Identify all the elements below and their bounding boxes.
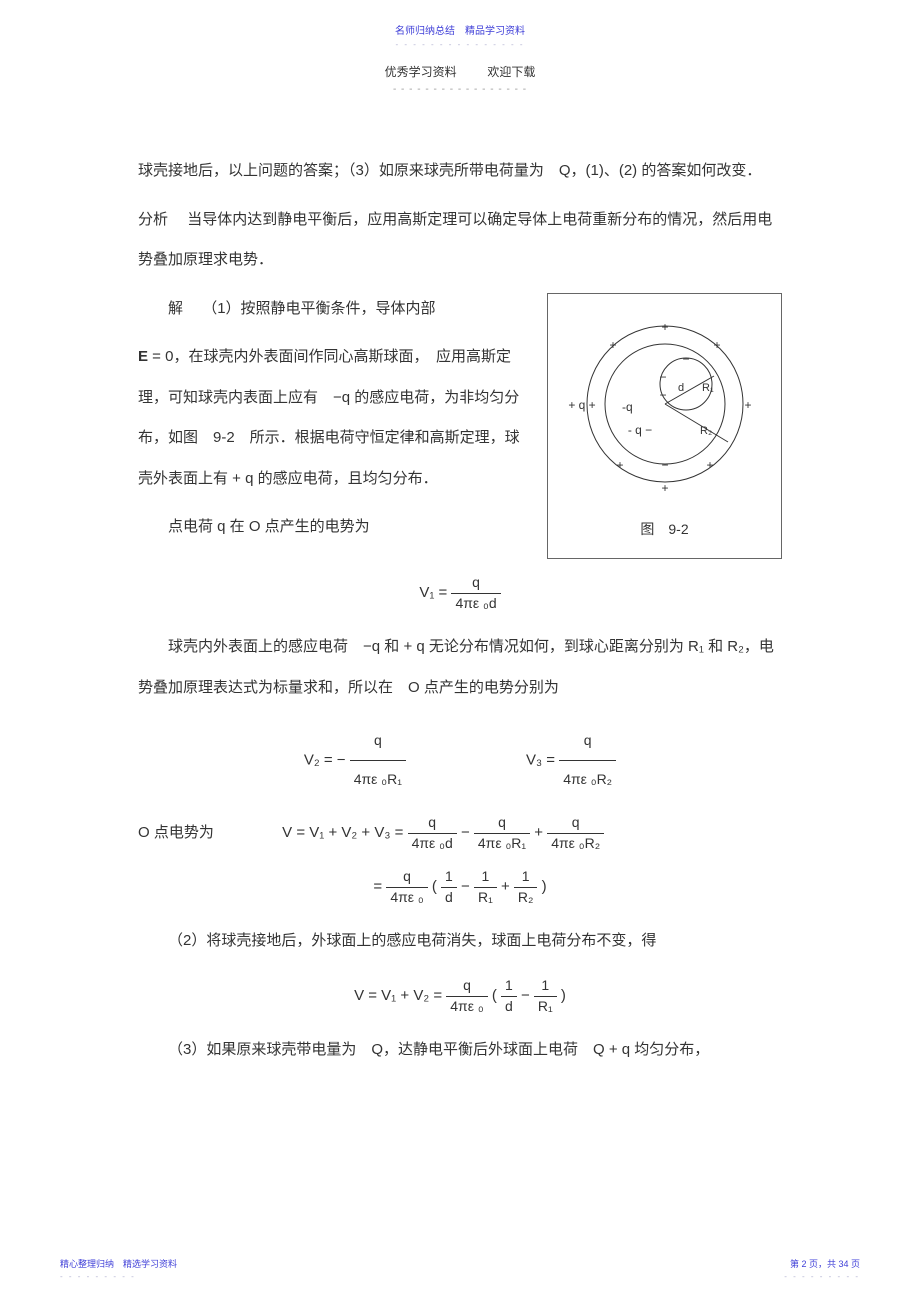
figure-svg: + + + + q + + + + − + − − − d R₁ -q - q … bbox=[560, 309, 770, 499]
para-8: （3）如果原来球壳带电量为 Q，达静电平衡后外球面上电荷 Q + q 均匀分布， bbox=[138, 1030, 782, 1071]
svg-text:+: + bbox=[616, 458, 623, 472]
header-sub: 优秀学习资料 欢迎下载 bbox=[60, 63, 860, 80]
page-footer: 精心整理归纳 精选学习资料 - - - - - - - - - 第 2 页，共 … bbox=[60, 1257, 860, 1281]
figure-caption: 图 9-2 bbox=[558, 511, 771, 549]
p6-label: O 点电势为 bbox=[138, 822, 278, 843]
formula-vsum2: = q4πε ₀ ( 1d − 1R₁ + 1R₂ ) bbox=[138, 867, 782, 907]
para-2-text: 当导体内达到静电平衡后，应用高斯定理可以确定导体上电荷重新分布的情况，然后用电势… bbox=[138, 211, 772, 269]
header-sub-right: 欢迎下载 bbox=[487, 65, 535, 79]
v3-frac: q 4πε ₀R₂ bbox=[559, 722, 616, 799]
svg-text:d: d bbox=[678, 382, 684, 394]
para-7: （2）将球壳接地后，外球面上的感应电荷消失，球面上电荷分布不变，得 bbox=[138, 921, 782, 962]
footer-left: 精心整理归纳 精选学习资料 bbox=[60, 1257, 177, 1270]
figure-9-2: + + + + q + + + + − + − − − d R₁ -q - q … bbox=[547, 293, 782, 560]
svg-text:+: + bbox=[609, 338, 616, 352]
v2-frac: q 4πε ₀R₁ bbox=[350, 722, 406, 799]
formula-vsum: O 点电势为 V = V₁ + V₂ + V₃ = q4πε ₀d − q4πε… bbox=[138, 813, 782, 853]
v2-lhs: V₂ = − bbox=[304, 752, 346, 769]
svg-text:R₂: R₂ bbox=[700, 425, 712, 437]
footer-right: 第 2 页，共 34 页 bbox=[784, 1257, 860, 1270]
vsum-lhs: V = V₁ + V₂ + V₃ = bbox=[282, 824, 403, 841]
header-dots: - - - - - - - - - - - - - - - bbox=[60, 40, 860, 49]
para-3a-text: （1）按照静电平衡条件，导体内部 bbox=[202, 300, 435, 317]
svg-text:−: − bbox=[659, 388, 666, 402]
vg-lhs: V = V₁ + V₂ = bbox=[354, 987, 442, 1004]
para-3b-text: = 0，在球壳内外表面间作同心高斯球面， 应用高斯定理，可知球壳内表面上应有 −… bbox=[138, 348, 520, 487]
v3-lhs: V₃ = bbox=[526, 752, 555, 769]
svg-text:−: − bbox=[661, 458, 668, 472]
document-content: 球壳接地后，以上问题的答案；（3）如原来球壳所带电荷量为 Q，(1)、(2) 的… bbox=[60, 151, 860, 1071]
svg-text:+: + bbox=[706, 458, 713, 472]
svg-text:−: − bbox=[659, 370, 666, 384]
footer-left-dots: - - - - - - - - - bbox=[60, 1272, 177, 1281]
svg-text:+: + bbox=[661, 481, 668, 495]
e-bold: E bbox=[138, 348, 148, 365]
formula-v2-v3: V₂ = − q 4πε ₀R₁ V₃ = q 4πε ₀R₂ bbox=[138, 722, 782, 799]
svg-text:−: − bbox=[682, 352, 689, 366]
para-2-label: 分析 bbox=[138, 211, 168, 228]
svg-text:+: + bbox=[661, 320, 668, 334]
svg-text:+: + bbox=[744, 398, 751, 412]
header-dashes: - - - - - - - - - - - - - - - - - bbox=[60, 84, 860, 95]
formula-vg: V = V₁ + V₂ = q4πε ₀ ( 1d − 1R₁ ) bbox=[138, 976, 782, 1016]
formula-v1: V₁ = q 4πε ₀d bbox=[138, 573, 782, 613]
footer-right-dots: - - - - - - - - - bbox=[784, 1272, 860, 1281]
v1-lhs: V₁ = bbox=[419, 584, 447, 601]
para-1: 球壳接地后，以上问题的答案；（3）如原来球壳所带电荷量为 Q，(1)、(2) 的… bbox=[138, 151, 782, 192]
svg-text:-q: -q bbox=[622, 400, 633, 414]
para-5: 球壳内外表面上的感应电荷 −q 和 + q 无论分布情况如何，到球心距离分别为 … bbox=[138, 627, 782, 708]
svg-text:+ q +: + q + bbox=[568, 398, 595, 412]
header-top: 名师归纳总结 精品学习资料 bbox=[60, 22, 860, 37]
para-2: 分析 当导体内达到静电平衡后，应用高斯定理可以确定导体上电荷重新分布的情况，然后… bbox=[138, 200, 782, 281]
header-sub-left: 优秀学习资料 bbox=[385, 65, 457, 79]
v1-frac: q 4πε ₀d bbox=[451, 573, 500, 613]
svg-text:R₁: R₁ bbox=[702, 382, 714, 394]
para-3-label: 解 bbox=[168, 300, 183, 317]
svg-text:- q −: - q − bbox=[627, 423, 651, 437]
svg-text:+: + bbox=[713, 338, 720, 352]
